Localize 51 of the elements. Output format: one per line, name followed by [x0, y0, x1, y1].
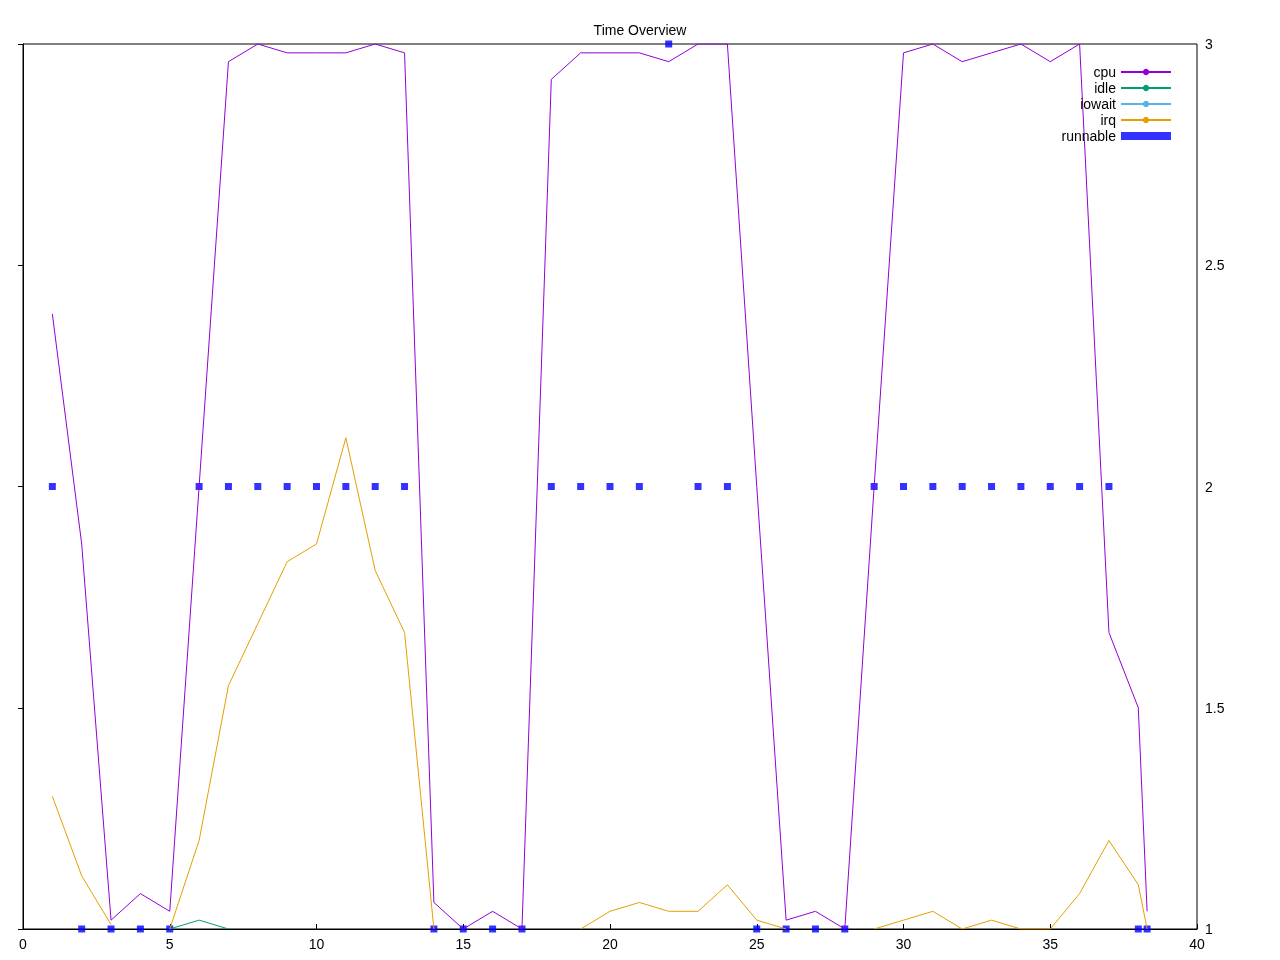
point: [900, 483, 907, 490]
y-tick-label: 2.5: [1205, 257, 1225, 274]
y-tick-label: 2: [1205, 478, 1213, 495]
x-tick-label: 5: [165, 936, 174, 952]
point: [313, 483, 320, 490]
x-tick-label: 10: [308, 936, 325, 952]
point: [988, 483, 996, 490]
point: [577, 483, 585, 490]
point: [224, 483, 232, 490]
x-tick-label: 15: [455, 936, 472, 952]
point: [136, 925, 144, 933]
point: [635, 483, 643, 490]
point: [782, 925, 790, 933]
point: [753, 925, 761, 933]
point: [254, 483, 262, 490]
point: [606, 483, 614, 490]
y-tick-label: 1.5: [1205, 699, 1225, 716]
point: [1143, 925, 1151, 933]
point: [547, 483, 555, 490]
x-tick-label: 0: [19, 936, 28, 952]
point: [723, 483, 731, 490]
point: [78, 925, 86, 933]
point: [1046, 483, 1054, 490]
point: [929, 483, 937, 490]
point: [958, 483, 966, 490]
point: [694, 483, 702, 490]
y-tick-label: 1: [1205, 921, 1213, 937]
x-tick-label: 25: [748, 936, 765, 952]
point: [1017, 483, 1025, 490]
x-tick-label: 40: [1189, 936, 1205, 952]
x-tick-label: 20: [602, 936, 618, 952]
point: [1076, 483, 1084, 490]
point: [1105, 483, 1113, 490]
point: [489, 925, 497, 933]
point: [283, 483, 291, 490]
point: [107, 925, 115, 933]
point: [1134, 925, 1142, 933]
point: [401, 483, 409, 490]
legend-label: irq: [1100, 112, 1116, 128]
point: [430, 925, 438, 933]
point: [811, 925, 819, 933]
chart-title: Time Overview: [593, 22, 688, 38]
x-tick-label: 35: [1042, 936, 1059, 952]
point: [371, 483, 379, 490]
y-tick-label: 3: [1205, 36, 1213, 52]
legend-label: cpu: [1093, 64, 1116, 80]
x-tick-label: 30: [895, 936, 912, 952]
point: [665, 40, 673, 48]
point: [48, 483, 56, 490]
point: [342, 483, 350, 490]
legend-label: idle: [1094, 80, 1117, 96]
